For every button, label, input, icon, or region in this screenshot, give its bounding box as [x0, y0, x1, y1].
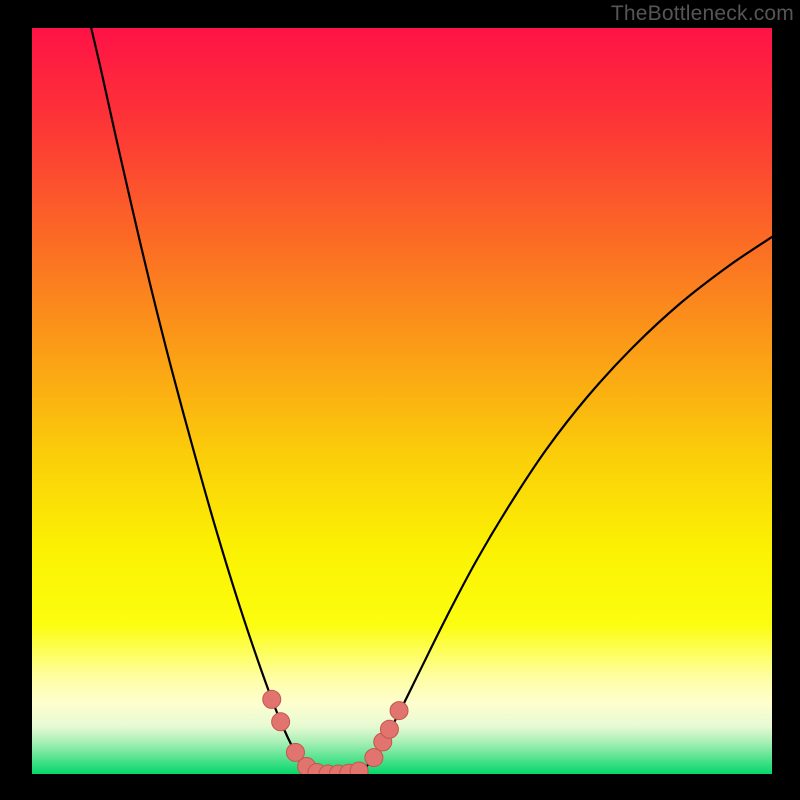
data-marker — [380, 720, 398, 738]
bottleneck-chart — [32, 28, 772, 774]
watermark-text: TheBottleneck.com — [611, 2, 794, 26]
data-marker — [272, 713, 290, 731]
data-marker — [365, 749, 383, 767]
data-marker — [263, 690, 281, 708]
data-marker — [390, 702, 408, 720]
chart-background — [32, 28, 772, 774]
chart-frame: TheBottleneck.com — [0, 0, 800, 800]
